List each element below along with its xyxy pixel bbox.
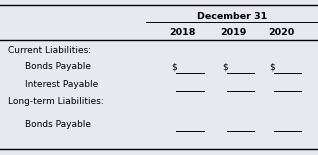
Text: Interest Payable: Interest Payable: [25, 80, 99, 89]
Text: December 31: December 31: [197, 12, 267, 21]
Text: Bonds Payable: Bonds Payable: [25, 62, 92, 71]
Text: Long-term Liabilities:: Long-term Liabilities:: [8, 97, 104, 106]
Text: 2020: 2020: [268, 28, 294, 37]
Text: $: $: [223, 62, 228, 71]
Text: $: $: [172, 62, 177, 71]
Text: Current Liabilities:: Current Liabilities:: [8, 46, 91, 55]
Text: Bonds Payable: Bonds Payable: [25, 120, 92, 129]
Text: 2018: 2018: [169, 28, 196, 37]
Text: 2019: 2019: [221, 28, 247, 37]
Text: $: $: [270, 62, 275, 71]
